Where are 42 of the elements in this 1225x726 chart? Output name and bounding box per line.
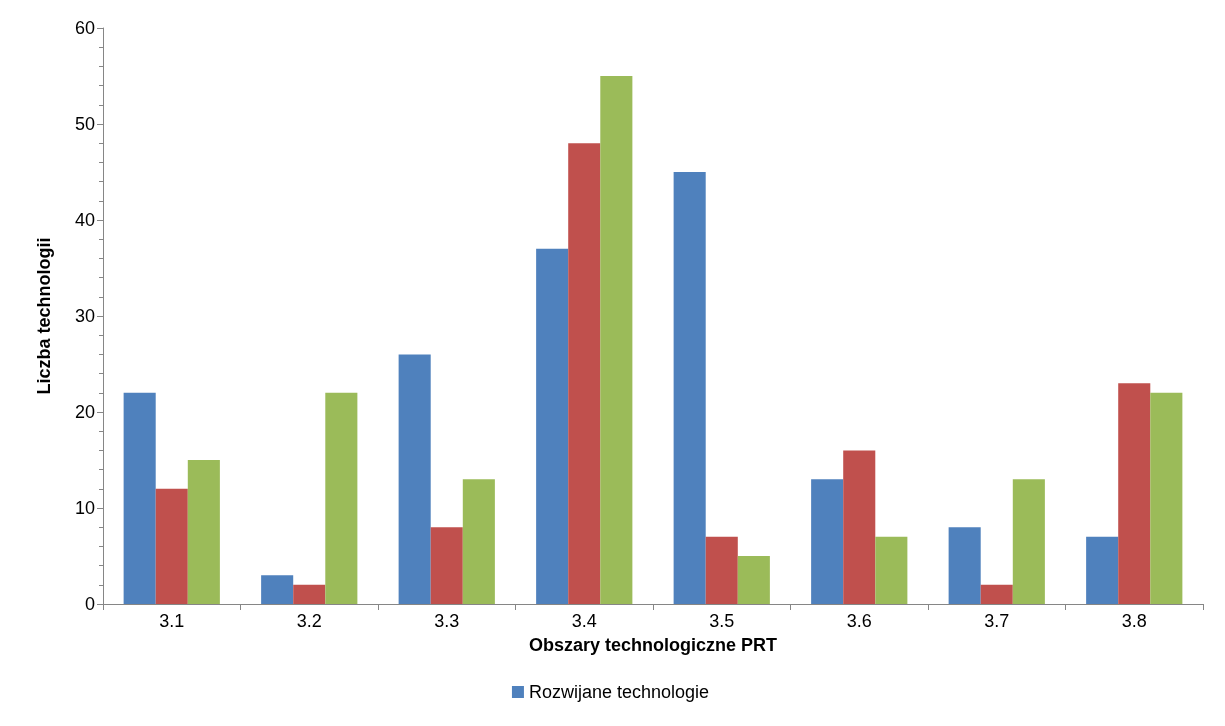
bar xyxy=(462,479,495,604)
bar xyxy=(293,584,326,604)
legend-label: Rozwijane technologie xyxy=(528,682,710,702)
y-tick-label: 40 xyxy=(74,210,95,230)
bar xyxy=(398,354,431,604)
bar xyxy=(1012,479,1045,604)
bar xyxy=(600,76,633,604)
bar xyxy=(568,143,601,604)
bar xyxy=(261,575,294,604)
bar xyxy=(737,556,770,604)
bar xyxy=(430,527,463,604)
bar xyxy=(1086,536,1119,604)
x-tick-label: 3.2 xyxy=(296,611,322,631)
y-tick-label: 30 xyxy=(74,306,95,326)
bar xyxy=(155,488,188,604)
bar xyxy=(843,450,876,604)
x-axis-title: Obszary technologiczne PRT xyxy=(528,635,778,655)
bar xyxy=(875,536,908,604)
x-tick-label: 3.3 xyxy=(434,611,460,631)
bar xyxy=(325,392,358,604)
x-tick-label: 3.5 xyxy=(709,611,735,631)
x-tick-label: 3.8 xyxy=(1121,611,1147,631)
y-tick-label: 50 xyxy=(74,114,95,134)
x-tick-label: 3.1 xyxy=(159,611,185,631)
y-tick-label: 10 xyxy=(74,498,95,518)
bar xyxy=(1150,392,1183,604)
y-tick-label: 60 xyxy=(74,18,95,38)
y-axis-title: Liczba technologii xyxy=(34,237,54,395)
bar xyxy=(811,479,844,604)
bar xyxy=(187,460,220,604)
x-tick-label: 3.4 xyxy=(571,611,597,631)
x-tick-label: 3.6 xyxy=(846,611,872,631)
bar xyxy=(705,536,738,604)
bar xyxy=(123,392,156,604)
bar xyxy=(980,584,1013,604)
x-tick-label: 3.7 xyxy=(984,611,1010,631)
bar xyxy=(1118,383,1151,604)
y-tick-label: 0 xyxy=(84,594,95,614)
y-tick-label: 20 xyxy=(74,402,95,422)
bar xyxy=(673,172,706,604)
bar xyxy=(536,248,569,604)
bar xyxy=(948,527,981,604)
